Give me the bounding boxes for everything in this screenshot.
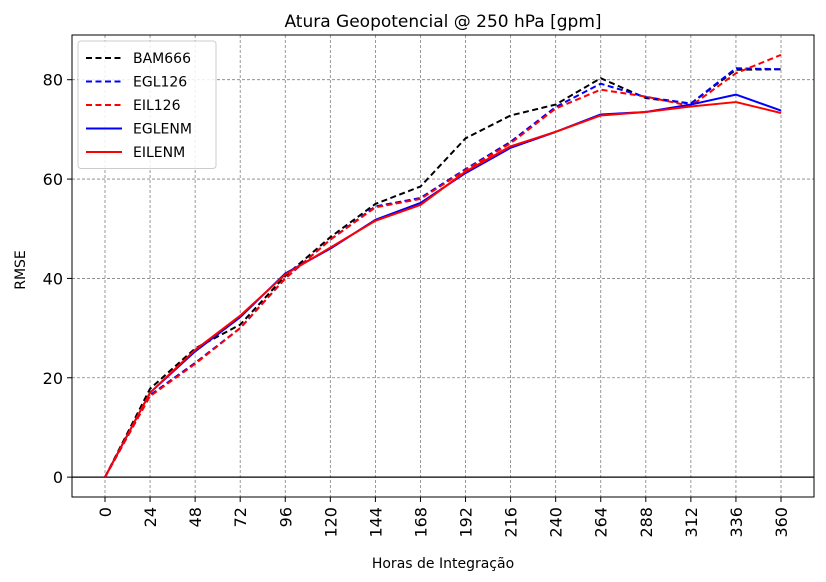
x-tick-label: 168 (411, 507, 430, 538)
x-tick-label: 192 (457, 507, 476, 538)
legend-label: EIL126 (133, 98, 181, 114)
x-axis-label: Horas de Integração (372, 556, 514, 572)
legend: BAM666 EGL126 EIL126 EGLENM EILENM (77, 40, 217, 169)
legend-label: EGLENM (133, 122, 192, 138)
y-axis-label: RMSE (13, 250, 29, 290)
y-tick-label: 80 (43, 71, 63, 90)
series-group (104, 53, 782, 478)
x-tick-label: 336 (727, 507, 746, 538)
legend-label: EILENM (133, 145, 185, 161)
x-tick-label: 360 (772, 507, 791, 538)
x-axis-ticks: 0 24 48 72 96 120 144 168 192 216 240 264 288 312 336 3… (96, 497, 791, 538)
x-tick-label: 288 (637, 507, 656, 538)
y-tick-label: 20 (43, 369, 63, 388)
series-line-eil126 (104, 53, 782, 478)
series-line-eilenm (104, 101, 782, 478)
x-tick-label: 24 (141, 507, 160, 527)
chart-title: Atura Geopotencial @ 250 hPa [gpm] (284, 12, 601, 32)
legend-label: EGL126 (133, 75, 187, 91)
x-tick-label: 96 (276, 507, 295, 527)
x-tick-label: 120 (321, 507, 340, 538)
plot-frame (71, 34, 815, 498)
x-tick-label: 0 (96, 507, 115, 517)
x-tick-label: 72 (231, 507, 250, 527)
x-tick-label: 312 (682, 507, 701, 538)
y-tick-label: 40 (43, 269, 63, 288)
x-tick-label: 48 (186, 507, 205, 527)
y-tick-label: 0 (53, 468, 63, 487)
x-tick-label: 144 (366, 507, 385, 538)
y-tick-label: 60 (43, 170, 63, 189)
x-tick-label: 240 (547, 507, 566, 538)
x-tick-label: 216 (502, 507, 521, 538)
legend-label: BAM666 (133, 51, 191, 67)
x-tick-label: 264 (592, 507, 611, 538)
legend-box (77, 40, 217, 169)
y-axis-ticks: 0 20 40 60 80 (43, 71, 72, 487)
